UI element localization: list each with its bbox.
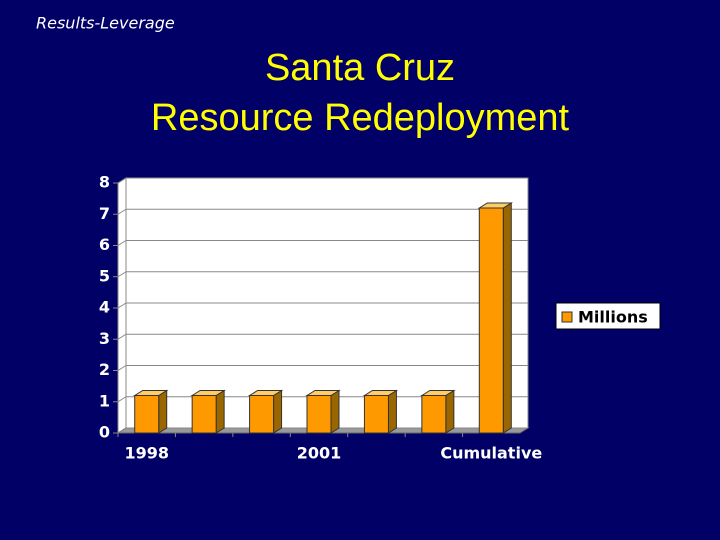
x-tick-label: 2001 [297, 444, 342, 463]
legend-label: Millions [578, 308, 648, 327]
bar [134, 395, 160, 434]
slide-label: Results-Leverage [36, 14, 175, 33]
y-tick-label: 3 [99, 329, 110, 348]
legend-swatch [561, 311, 573, 323]
x-tick-label: 1998 [124, 444, 169, 463]
bar-side [215, 389, 225, 434]
bar [249, 395, 275, 434]
grid-line [117, 427, 127, 434]
grid-line [117, 240, 127, 246]
bar [421, 395, 447, 434]
bar-side [445, 389, 455, 434]
y-tick-label: 7 [99, 204, 110, 223]
title-line: Santa Cruz [265, 47, 455, 89]
y-tick-label: 4 [99, 298, 110, 317]
bar [363, 395, 389, 434]
bar-side [387, 389, 397, 434]
legend-box [555, 302, 661, 330]
grid-line [117, 177, 127, 184]
y-tick-label: 0 [99, 423, 110, 442]
bar-side [330, 389, 340, 434]
grid-line [117, 208, 127, 215]
bar [306, 395, 332, 434]
x-tick-label: Cumulative [440, 444, 542, 463]
bar-side [273, 389, 283, 434]
y-tick-label: 6 [99, 235, 110, 254]
bar-side [502, 202, 512, 434]
y-tick-label: 8 [99, 173, 110, 192]
y-tick-label: 1 [99, 391, 110, 410]
grid-line [117, 396, 127, 403]
grid-line [117, 302, 127, 309]
bar-side [158, 389, 168, 434]
grid-line [117, 333, 127, 340]
grid-line [117, 365, 127, 371]
grid-line [117, 271, 127, 278]
bar [191, 395, 217, 434]
bar [478, 207, 504, 434]
y-tick-label: 5 [99, 266, 110, 285]
title-line: Resource Redeployment [151, 97, 570, 139]
y-tick-label: 2 [99, 360, 110, 379]
